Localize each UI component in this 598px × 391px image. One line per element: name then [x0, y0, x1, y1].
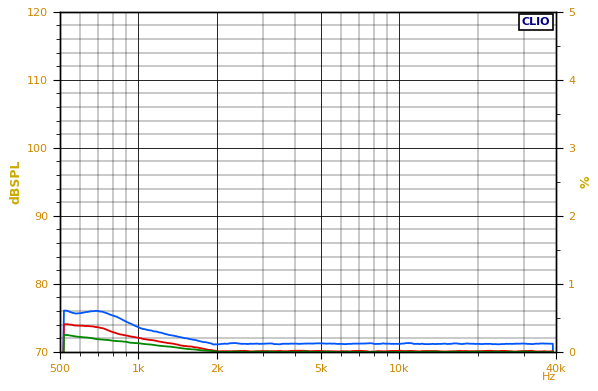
Text: CLIO: CLIO	[521, 17, 550, 27]
Y-axis label: %: %	[579, 176, 592, 188]
Y-axis label: dBSPL: dBSPL	[10, 160, 23, 204]
Text: Hz: Hz	[542, 372, 556, 382]
